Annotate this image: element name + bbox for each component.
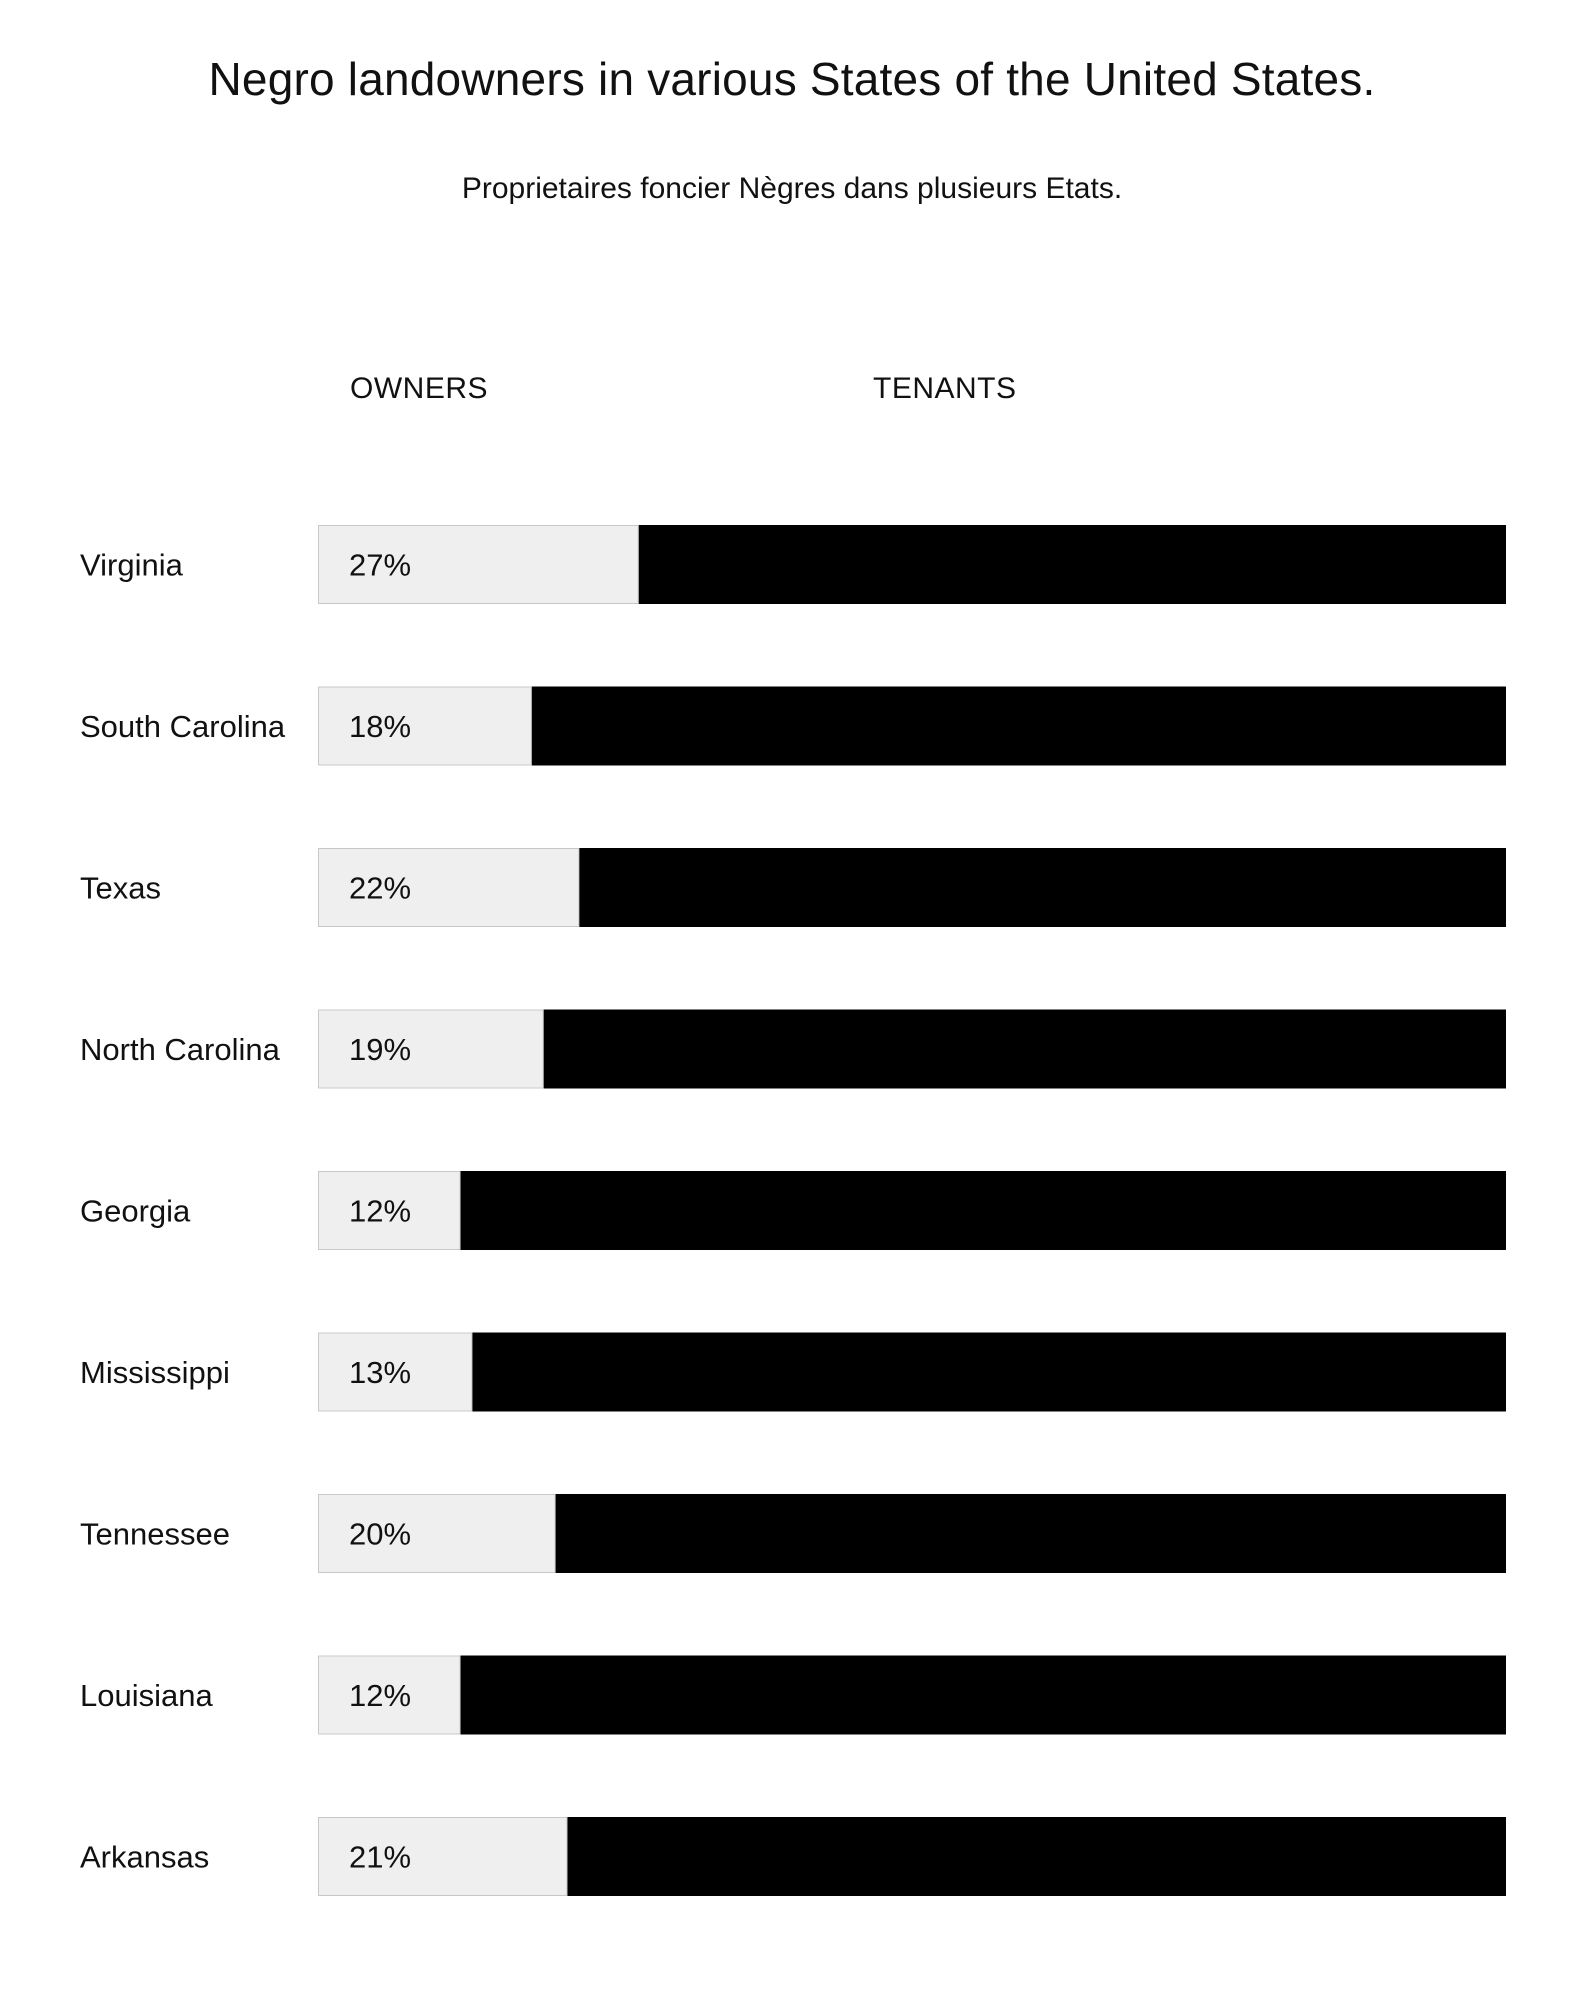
category-label-texas: Texas	[80, 871, 161, 906]
owners-value-label-north-carolina: 19%	[349, 1032, 411, 1067]
owners-bar-south-carolina	[318, 686, 532, 766]
owners-bar-north-carolina	[318, 1009, 544, 1089]
owners-value-label-south-carolina: 18%	[349, 709, 411, 744]
tenants-bar-arkansas	[567, 1817, 1506, 1896]
owners-value-label-texas: 22%	[349, 871, 411, 906]
owners-bar-tennessee	[318, 1494, 556, 1573]
category-label-virginia: Virginia	[80, 548, 184, 583]
category-label-south-carolina: South Carolina	[80, 709, 286, 744]
chart-subtitle: Proprietaires foncier Nègres dans plusie…	[461, 172, 1123, 205]
tenants-bar-south-carolina	[531, 686, 1506, 766]
tenants-bar-tennessee	[555, 1494, 1506, 1573]
category-label-louisiana: Louisiana	[80, 1678, 213, 1713]
category-label-arkansas: Arkansas	[80, 1840, 209, 1875]
category-label-georgia: Georgia	[80, 1194, 191, 1229]
owners-column-header: OWNERS	[350, 372, 488, 405]
owners-value-label-georgia: 12%	[349, 1194, 411, 1229]
owners-value-label-mississippi: 13%	[349, 1355, 411, 1390]
tenants-bar-georgia	[460, 1171, 1506, 1250]
tenants-bar-texas	[579, 848, 1506, 927]
chart-title: Negro landowners in various States of th…	[208, 53, 1376, 105]
tenants-bar-louisiana	[460, 1655, 1506, 1735]
owners-value-label-arkansas: 21%	[349, 1840, 411, 1875]
category-label-tennessee: Tennessee	[80, 1517, 230, 1552]
category-label-mississippi: Mississippi	[80, 1355, 230, 1390]
tenants-bar-virginia	[638, 525, 1506, 604]
owners-bar-virginia	[318, 525, 639, 604]
owners-bar-arkansas	[318, 1817, 568, 1896]
owners-bar-texas	[318, 848, 580, 927]
owners-bar-georgia	[318, 1171, 461, 1250]
tenants-bar-north-carolina	[543, 1009, 1506, 1089]
tenants-bar-mississippi	[472, 1332, 1507, 1412]
owners-bar-louisiana	[318, 1655, 461, 1735]
owners-value-label-tennessee: 20%	[349, 1517, 411, 1552]
owners-value-label-louisiana: 12%	[349, 1678, 411, 1713]
tenants-column-header: TENANTS	[873, 372, 1017, 405]
owners-value-label-virginia: 27%	[349, 548, 411, 583]
owners-bar-mississippi	[318, 1332, 473, 1412]
category-label-north-carolina: North Carolina	[80, 1032, 281, 1067]
